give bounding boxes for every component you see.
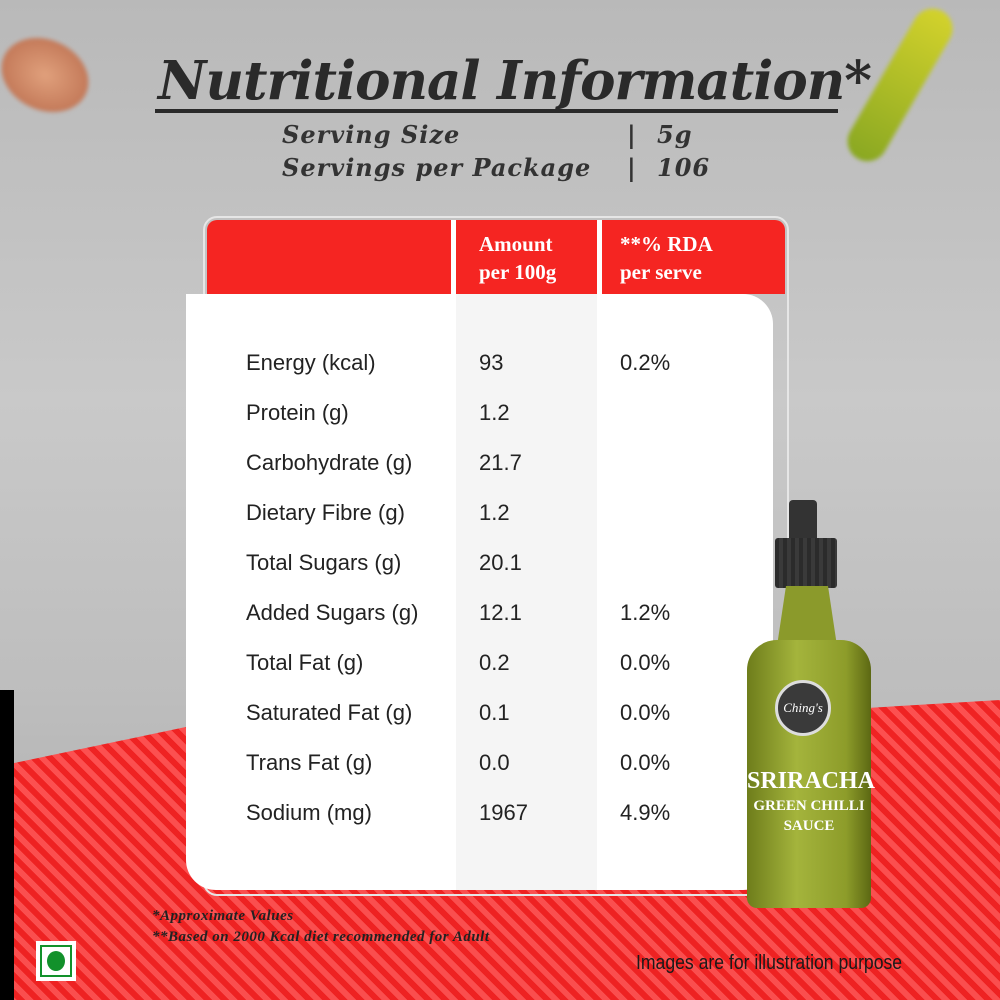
nutrient-name: Total Fat (g) xyxy=(246,650,364,675)
header-amount-line2: per 100g xyxy=(479,260,557,284)
nutrient-name: Added Sugars (g) xyxy=(246,600,419,625)
servings-per-package: Servings per Package | 106 xyxy=(282,153,709,182)
amount-value: 1.2 xyxy=(479,400,510,425)
nutrient-name: Sodium (mg) xyxy=(246,800,372,825)
disclaimer: Images are for illustration purpose xyxy=(636,952,903,974)
footnote-approx: *Approximate Values xyxy=(152,908,294,924)
serving-size-label: Serving Size xyxy=(282,120,461,149)
table-row: Trans Fat (g) 0.0 0.0% xyxy=(0,750,1000,780)
serving-size: Serving Size | 5g xyxy=(282,120,691,149)
brand-logo: Ching's xyxy=(775,680,831,736)
nutrient-name: Trans Fat (g) xyxy=(246,750,373,775)
amount-value: 12.1 xyxy=(479,600,522,625)
table-row: Sodium (mg) 1967 4.9% xyxy=(0,800,1000,830)
serving-size-value: 5g xyxy=(657,120,693,149)
servings-per-package-label: Servings per Package xyxy=(282,153,592,182)
table-row: Energy (kcal) 93 0.2% xyxy=(0,350,1000,380)
rda-value: 0.0% xyxy=(620,650,671,675)
nutrient-name: Dietary Fibre (g) xyxy=(246,500,405,525)
amount-value: 21.7 xyxy=(479,450,522,475)
rda-value: 0.0% xyxy=(620,700,671,725)
separator: | xyxy=(627,153,637,182)
amount-value: 0.0 xyxy=(479,750,510,775)
footnote-rda: **Based on 2000 Kcal diet recommended fo… xyxy=(152,929,490,945)
separator: | xyxy=(627,120,637,149)
table-row: Total Sugars (g) 20.1 xyxy=(0,550,1000,580)
header-amount-line1: Amount xyxy=(479,232,553,256)
nutrient-name: Energy (kcal) xyxy=(246,350,376,375)
product-name-line3: SAUCE xyxy=(783,818,835,834)
amount-value: 0.1 xyxy=(479,700,510,725)
header-amount: Amount per 100g xyxy=(479,230,556,286)
rda-value: 4.9% xyxy=(620,800,671,825)
product-name-line1: SRIRACHA xyxy=(747,768,876,794)
table-row: Total Fat (g) 0.2 0.0% xyxy=(0,650,1000,680)
page-title: Nutritional Information* xyxy=(158,50,872,112)
table-row: Saturated Fat (g) 0.1 0.0% xyxy=(0,700,1000,730)
product-name-line2: GREEN CHILLI xyxy=(753,798,865,814)
nutrient-name: Carbohydrate (g) xyxy=(246,450,413,475)
product-bottle-image: Ching's SRIRACHA GREEN CHILLI SAUCE xyxy=(747,500,876,910)
header-rda-line1: **% RDA xyxy=(620,232,713,256)
table-row: Dietary Fibre (g) 1.2 xyxy=(0,500,1000,530)
nutrient-name: Protein (g) xyxy=(246,400,349,425)
table-row: Carbohydrate (g) 21.7 xyxy=(0,450,1000,480)
table-row: Protein (g) 1.2 xyxy=(0,400,1000,430)
header-rda-line2: per serve xyxy=(620,260,702,284)
bottle-cap-base xyxy=(775,538,837,588)
servings-per-package-value: 106 xyxy=(657,153,711,182)
column-divider xyxy=(597,220,602,890)
nutrient-name: Total Sugars (g) xyxy=(246,550,402,575)
table-row: Added Sugars (g) 12.1 1.2% xyxy=(0,600,1000,630)
nutrient-name: Saturated Fat (g) xyxy=(246,700,413,725)
amount-value: 0.2 xyxy=(479,650,510,675)
amount-value: 1.2 xyxy=(479,500,510,525)
bottle-neck xyxy=(777,586,837,646)
table-header: Amount per 100g **% RDA per serve xyxy=(207,220,785,294)
background-edge xyxy=(0,690,14,1000)
garlic-decoration xyxy=(0,24,101,126)
header-rda: **% RDA per serve xyxy=(620,230,713,286)
amount-value: 20.1 xyxy=(479,550,522,575)
bottle-cap xyxy=(789,500,817,540)
rda-value: 0.0% xyxy=(620,750,671,775)
amount-value: 93 xyxy=(479,350,504,375)
column-divider xyxy=(451,220,456,890)
title-underline xyxy=(155,109,838,113)
rda-value: 1.2% xyxy=(620,600,671,625)
amount-column-bg xyxy=(456,294,601,890)
veg-mark-icon xyxy=(36,941,76,981)
amount-value: 1967 xyxy=(479,800,528,825)
rda-value: 0.2% xyxy=(620,350,671,375)
